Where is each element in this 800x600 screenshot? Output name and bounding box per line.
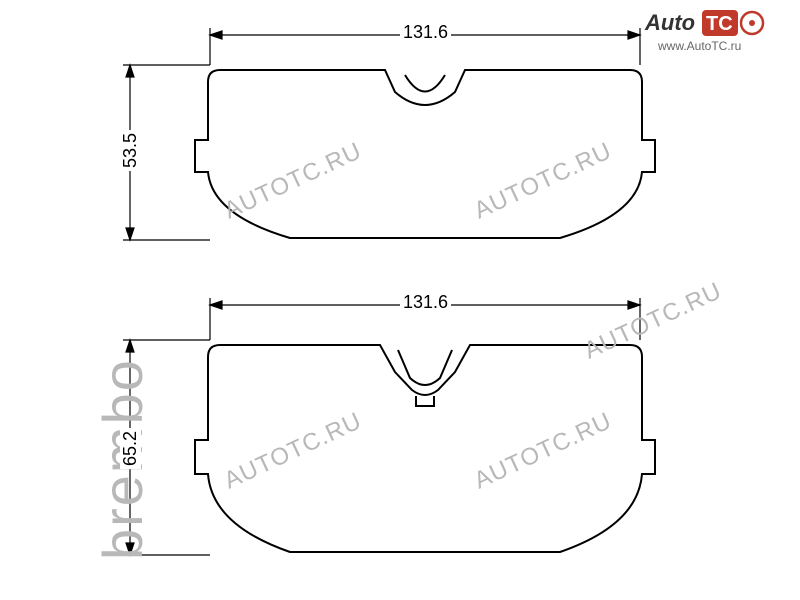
- logo-gear-center: [749, 20, 755, 26]
- logo-text-auto: Auto: [644, 10, 695, 35]
- bottom-pad-outline: [195, 345, 655, 552]
- logo-url: www.AutoTC.ru: [657, 39, 741, 53]
- drawing-canvas: brembo AUTOTC.RU AUTOTC.RU AUTOTC.RU AUT…: [0, 0, 800, 600]
- logo-svg: Auto TC www.AutoTC.ru: [640, 8, 790, 63]
- top-pad-height-label: 53.5: [120, 130, 141, 171]
- bottom-pad-width-label: 131.6: [400, 292, 451, 313]
- logo-text-tc: TC: [706, 13, 733, 35]
- top-pad-width-label: 131.6: [400, 22, 451, 43]
- logo-autotc: Auto TC www.AutoTC.ru: [640, 8, 790, 53]
- top-pad-outline: [195, 70, 655, 238]
- bottom-pad-height-label: 65.2: [120, 428, 141, 469]
